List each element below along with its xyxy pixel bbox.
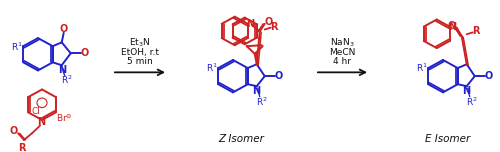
Text: O: O [264,17,273,27]
Text: N: N [462,86,470,96]
Text: O: O [448,21,456,31]
Text: 5 min: 5 min [127,57,153,66]
Text: R$^2$: R$^2$ [61,73,72,86]
Text: N: N [246,19,254,29]
Text: O: O [60,24,68,34]
Text: R: R [18,143,26,152]
Text: NaN$_3$: NaN$_3$ [330,37,354,49]
Text: R$^2$: R$^2$ [256,95,268,108]
Text: R: R [472,26,480,36]
Text: R$^1$: R$^1$ [416,61,428,74]
Text: R$^1$: R$^1$ [11,40,23,53]
Text: O: O [484,71,493,81]
Text: R$^1$: R$^1$ [206,61,218,74]
Text: EtOH, r.t: EtOH, r.t [121,48,159,57]
Text: $^+$: $^+$ [44,114,51,123]
Text: E Isomer: E Isomer [426,134,470,144]
Text: N: N [448,22,456,32]
Text: N: N [58,65,66,75]
Text: O: O [10,126,18,136]
Text: O: O [274,71,283,81]
Text: Br$^⊖$: Br$^⊖$ [56,112,72,124]
Text: MeCN: MeCN [329,48,355,57]
Text: R$^2$: R$^2$ [466,95,477,108]
Text: Z Isomer: Z Isomer [218,134,264,144]
Text: Et$_3$N: Et$_3$N [130,37,150,49]
Text: Cl: Cl [32,107,40,116]
Text: N: N [37,117,45,127]
Text: 4 hr: 4 hr [333,57,351,66]
Text: O: O [80,48,89,58]
Text: N: N [252,86,260,96]
Text: R: R [270,22,278,32]
